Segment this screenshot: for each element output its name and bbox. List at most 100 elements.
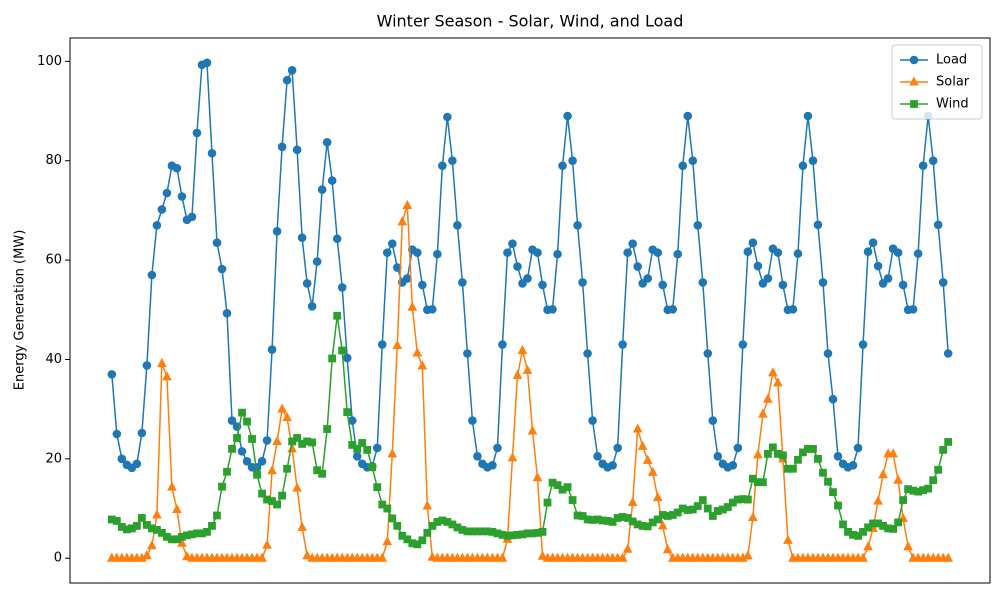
data-point <box>312 257 322 266</box>
series <box>106 199 954 562</box>
data-point <box>333 311 342 320</box>
data-point <box>723 503 732 511</box>
data-point <box>292 482 302 492</box>
data-point <box>558 161 567 170</box>
data-point <box>678 161 688 170</box>
data-point <box>653 515 662 524</box>
data-point <box>517 344 528 355</box>
data-point <box>532 472 543 482</box>
data-point <box>833 452 843 461</box>
data-point <box>273 500 281 509</box>
data-point <box>943 349 953 358</box>
data-point <box>758 279 768 288</box>
data-point <box>507 452 518 462</box>
data-point <box>418 280 427 290</box>
data-point <box>743 495 752 504</box>
data-point <box>458 278 467 287</box>
data-point <box>768 367 778 377</box>
data-point <box>428 522 437 530</box>
data-point <box>382 536 393 546</box>
data-point <box>638 279 647 288</box>
data-point <box>873 495 883 505</box>
data-point <box>142 550 152 560</box>
data-point <box>283 464 292 473</box>
y-tick-label: 20 <box>45 451 62 466</box>
data-point <box>808 156 818 166</box>
data-point <box>262 436 272 445</box>
data-point <box>789 464 797 473</box>
data-point <box>673 249 683 259</box>
data-point <box>508 239 517 248</box>
chart-title: Winter Season - Solar, Wind, and Load <box>377 12 684 31</box>
data-point <box>944 438 953 446</box>
data-point <box>763 449 772 458</box>
data-point <box>277 142 287 152</box>
data-point <box>167 481 177 491</box>
data-point <box>238 408 246 417</box>
data-point <box>632 423 643 433</box>
data-point <box>583 349 592 358</box>
legend-label: Solar <box>936 75 970 90</box>
data-point <box>819 468 827 477</box>
data-point <box>658 280 668 290</box>
data-point <box>673 508 682 517</box>
legend-marker <box>909 55 919 65</box>
data-point <box>883 274 893 283</box>
data-point <box>262 539 272 549</box>
data-point <box>358 439 367 447</box>
data-point <box>553 481 562 490</box>
data-point <box>793 249 803 258</box>
data-point <box>202 58 212 68</box>
data-point <box>342 353 352 363</box>
data-point <box>728 460 738 470</box>
legend: Load Solar Wind <box>891 44 983 120</box>
data-point <box>192 128 202 138</box>
data-point <box>929 476 938 485</box>
data-point <box>208 522 216 530</box>
data-point <box>643 274 652 283</box>
data-point <box>938 278 948 287</box>
data-point <box>272 435 282 445</box>
data-point <box>763 274 773 283</box>
data-point <box>573 221 582 230</box>
data-point <box>829 488 837 497</box>
data-point <box>327 176 337 185</box>
data-point <box>593 452 602 461</box>
data-point <box>433 249 442 259</box>
data-point <box>858 552 868 562</box>
data-point <box>233 434 241 442</box>
data-point <box>297 233 307 243</box>
data-point <box>343 408 352 417</box>
data-point <box>388 514 397 523</box>
data-point <box>814 454 822 463</box>
data-point <box>413 248 422 257</box>
data-point <box>348 441 357 449</box>
data-point <box>328 354 337 363</box>
y-tick-label: 40 <box>45 352 62 367</box>
data-point <box>338 346 347 355</box>
data-point <box>172 163 182 173</box>
data-point <box>418 536 427 545</box>
data-point <box>623 248 632 257</box>
data-point <box>943 552 954 562</box>
data-point <box>893 248 903 257</box>
data-point <box>112 517 121 525</box>
data-point <box>848 460 858 470</box>
series <box>107 58 953 473</box>
data-point <box>794 455 802 464</box>
legend-marker <box>909 76 919 86</box>
data-point <box>228 444 236 453</box>
data-point <box>182 551 192 561</box>
legend-label: Load <box>936 53 967 68</box>
data-point <box>839 520 847 529</box>
data-point <box>372 443 382 453</box>
data-point <box>318 469 327 478</box>
data-point <box>468 416 477 425</box>
data-point <box>828 394 838 404</box>
data-point <box>743 247 753 256</box>
data-point <box>543 498 552 507</box>
data-point <box>257 552 267 562</box>
data-point <box>859 527 867 536</box>
data-point <box>688 156 698 166</box>
data-point <box>107 370 117 379</box>
